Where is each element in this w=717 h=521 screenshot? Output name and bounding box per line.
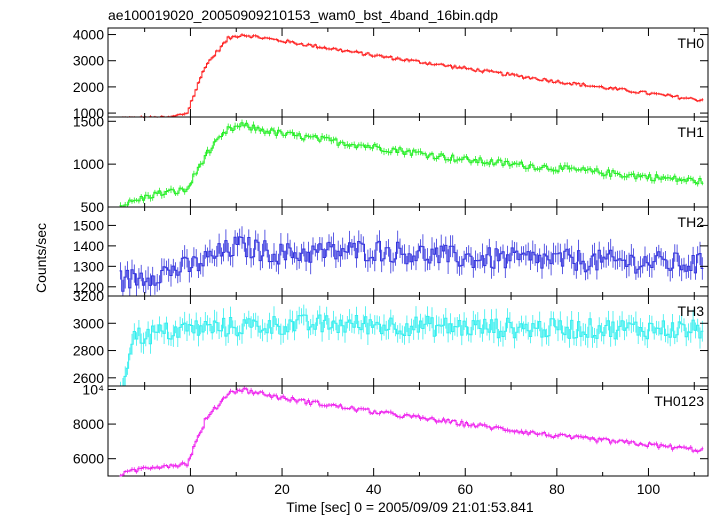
x-tick-label: 40 [366,481,382,497]
y-tick-label: 10⁴ [82,381,104,397]
y-tick-label: 1500 [73,113,104,129]
y-tick-label: 8000 [73,416,104,432]
y-tick-label: 2000 [73,79,104,95]
y-tick-label: 3000 [73,53,104,69]
x-tick-label: 0 [187,481,195,497]
panel-frame-TH0123 [107,385,709,477]
y-tick-label: 1200 [73,279,104,295]
series-errorbars-TH0 [120,33,703,118]
series-line-TH2 [119,236,704,292]
y-tick-label: 1000 [73,105,104,121]
series-errorbars-TH1 [120,119,703,207]
series-label-TH2: TH2 [678,214,705,230]
y-tick-label: 3200 [73,288,104,304]
series-errorbars-TH3 [120,304,703,386]
series-errorbars-TH0123 [120,386,703,476]
panels-group: 1000200030004000TH050010001500TH11200130… [73,27,709,497]
y-tick-label: 1300 [73,258,104,274]
y-tick-label: 2600 [73,370,104,386]
y-tick-label: 3000 [73,315,104,331]
panel-frame-TH1 [107,116,709,208]
series-label-TH0123: TH0123 [654,393,704,409]
y-tick-label: 1000 [73,156,104,172]
panel-frame-TH2 [107,206,709,297]
x-tick-label: 20 [274,481,290,497]
series-line-TH0123 [119,387,704,477]
x-tick-label: 100 [637,481,661,497]
x-axis-label: Time [sec] 0 = 2005/09/09 21:01:53.841 [286,499,534,515]
y-tick-label: 2800 [73,343,104,359]
x-tick-label: 60 [457,481,473,497]
y-axis-label: Counts/sec [33,223,49,293]
y-tick-label: 1500 [73,217,104,233]
series-label-TH1: TH1 [678,124,705,140]
series-line-TH1 [119,122,704,208]
y-tick-label: 500 [81,199,105,215]
series-line-TH3 [119,314,704,387]
y-tick-label: 1400 [73,238,104,254]
y-tick-label: 4000 [73,27,104,43]
x-tick-label: 80 [549,481,565,497]
panel-frame-TH3 [107,295,709,387]
series-line-TH0 [119,34,704,118]
chart-title: ae100019020_20050909210153_wam0_bst_4ban… [108,7,498,23]
series-label-TH0: TH0 [678,35,705,51]
panel-frame-TH0 [107,27,709,118]
series-label-TH3: TH3 [678,303,705,319]
y-tick-label: 6000 [73,451,104,467]
